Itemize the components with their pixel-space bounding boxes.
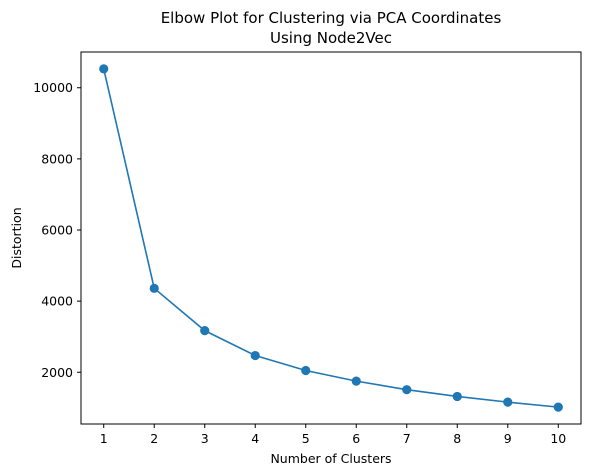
y-tick-label: 10000 xyxy=(33,80,73,95)
chart-title-line-2: Using Node2Vec xyxy=(270,29,392,47)
y-tick-label: 4000 xyxy=(41,294,73,309)
data-point xyxy=(200,326,210,336)
data-point xyxy=(250,350,260,361)
data-point xyxy=(553,402,563,412)
plot-area xyxy=(99,64,563,412)
y-tick-label: 2000 xyxy=(41,365,73,380)
x-tick-label: 3 xyxy=(201,431,209,446)
data-point xyxy=(452,391,462,402)
y-tick-label: 6000 xyxy=(41,222,73,237)
x-axis-ticks: 1 2 3 4 5 6 7 8 9 10 xyxy=(100,424,566,446)
x-tick-label: 2 xyxy=(150,431,158,446)
x-tick-label: 4 xyxy=(251,431,259,446)
x-tick-label: 1 xyxy=(100,431,108,446)
data-point xyxy=(149,283,159,293)
chart-title-line-1: Elbow Plot for Clustering via PCA Coordi… xyxy=(161,9,502,27)
plot-frame xyxy=(80,51,582,425)
y-tick-label: 8000 xyxy=(41,151,73,166)
series-line xyxy=(102,68,559,408)
y-axis-label: Distortion xyxy=(9,207,24,268)
x-axis-label: Number of Clusters xyxy=(270,451,391,466)
data-point xyxy=(503,397,513,407)
x-tick-label: 10 xyxy=(550,431,566,446)
data-point xyxy=(301,365,311,376)
x-tick-label: 6 xyxy=(352,431,360,446)
x-tick-label: 8 xyxy=(453,431,461,446)
x-tick-label: 5 xyxy=(302,431,310,446)
data-point xyxy=(351,376,361,386)
y-axis-ticks: 2000 4000 6000 8000 10000 xyxy=(33,80,81,380)
data-point xyxy=(402,385,412,395)
x-tick-label: 9 xyxy=(504,431,512,446)
data-point xyxy=(99,64,109,74)
x-tick-label: 7 xyxy=(403,431,411,446)
